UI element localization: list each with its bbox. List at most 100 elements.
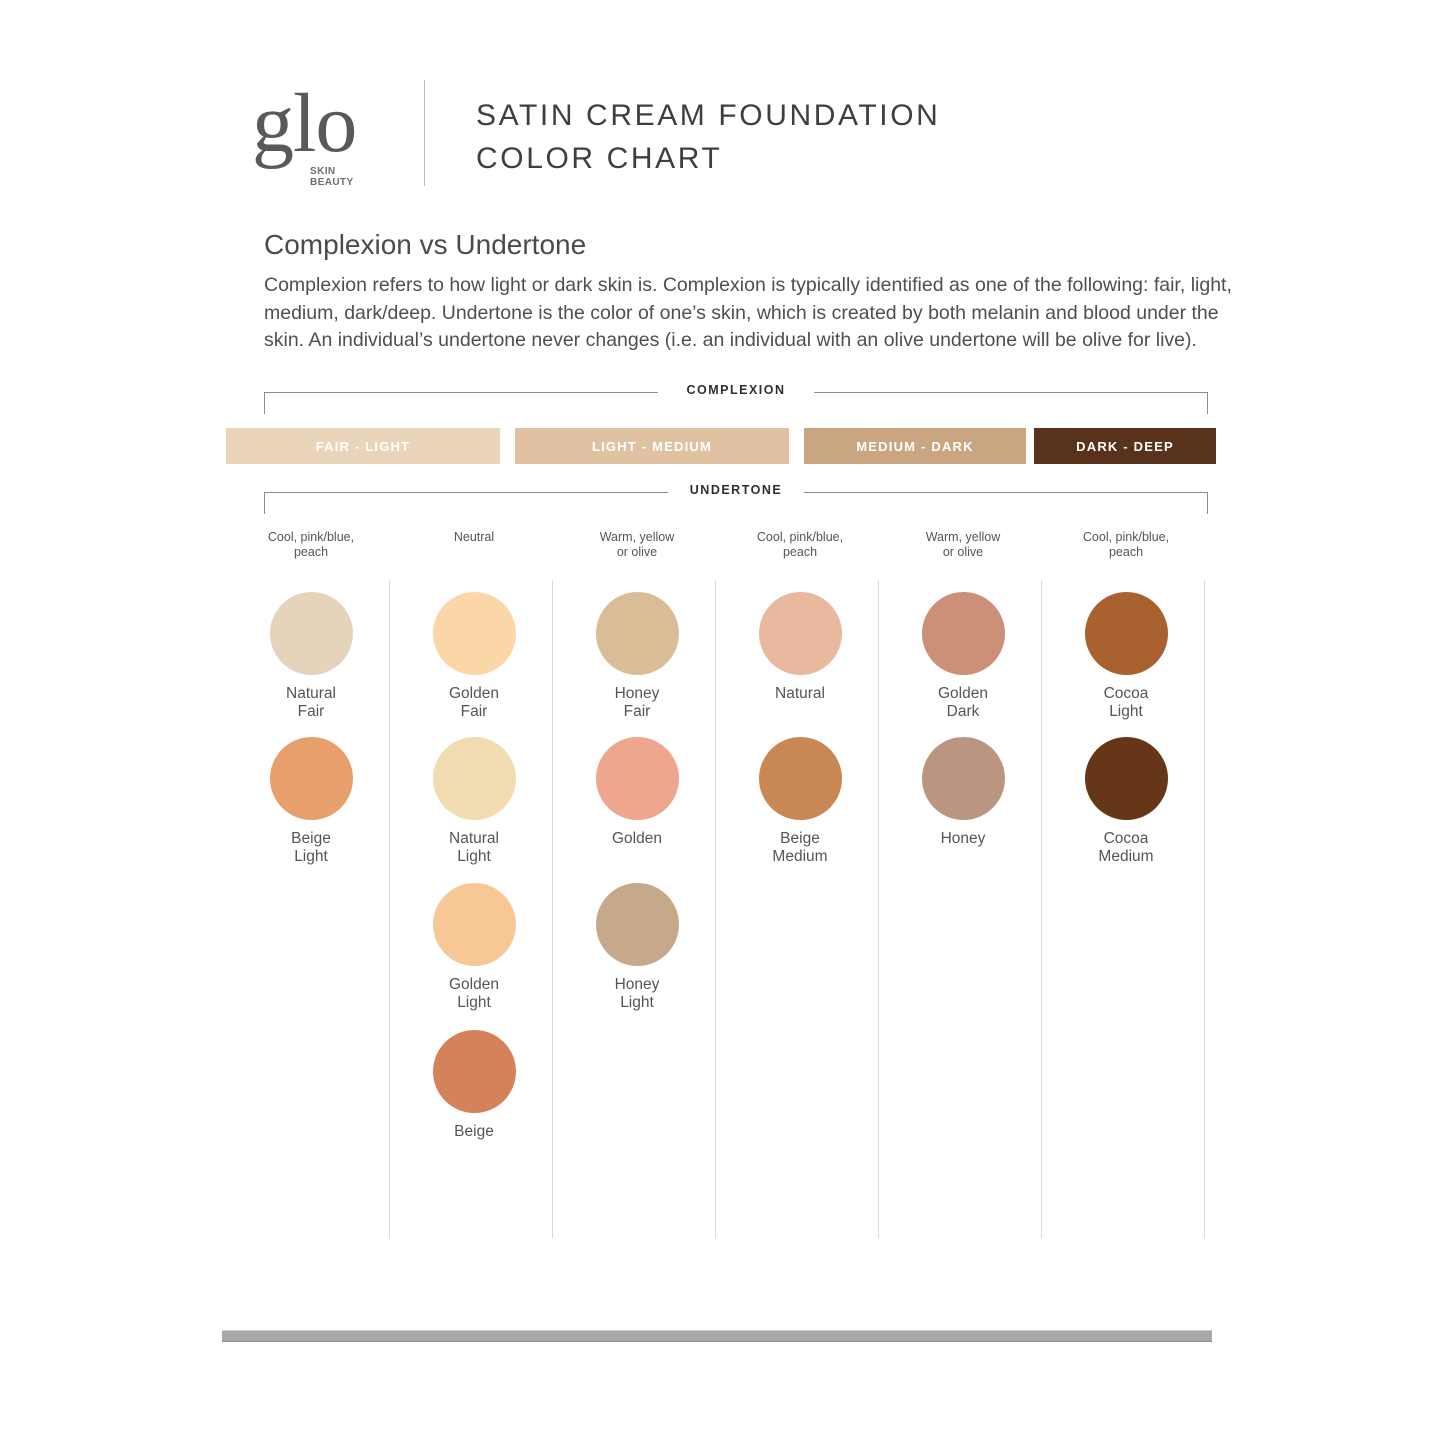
complexion-bracket-right-tick xyxy=(1207,392,1208,414)
swatch-dot[interactable] xyxy=(1084,592,1168,675)
swatch-dot[interactable] xyxy=(758,737,842,820)
swatch-label-line: Cocoa xyxy=(1103,685,1149,702)
swatch-cell[interactable]: Golden Dark xyxy=(878,592,1048,721)
intro-section: Complexion vs Undertone Complexion refer… xyxy=(264,228,1256,355)
swatch-grid: Natural Fair Beige Light Golden Fair Natural Li… xyxy=(226,580,1216,1160)
swatch-label: Cocoa Light xyxy=(1041,685,1211,721)
undertone-header-line: Cool, pink/blue, xyxy=(267,530,355,544)
swatch-dot[interactable] xyxy=(432,1030,516,1113)
swatch-label: Honey xyxy=(878,830,1048,848)
swatch-label-line: Medium xyxy=(772,848,828,865)
complexion-bracket-line-right xyxy=(814,392,1208,393)
swatch-label: Beige xyxy=(389,1123,559,1141)
swatch-cell[interactable]: Natural xyxy=(715,592,885,703)
swatch-label-line: Honey xyxy=(940,830,986,847)
undertone-column-headers: Cool, pink/blue, peach Neutral Warm, yellow… xyxy=(226,530,1216,574)
swatch-label-line: Golden xyxy=(938,685,988,702)
undertone-header-3: Cool, pink/blue, peach xyxy=(715,530,885,560)
swatch-cell[interactable]: Cocoa Medium xyxy=(1041,737,1211,866)
column-dividers xyxy=(226,580,1216,1240)
swatch-dot[interactable] xyxy=(921,737,1005,820)
swatch-dot[interactable] xyxy=(1084,737,1168,820)
undertone-header-line: peach xyxy=(1108,545,1144,559)
undertone-header-0: Cool, pink/blue, peach xyxy=(226,530,396,560)
undertone-header-line: Cool, pink/blue, xyxy=(1082,530,1170,544)
swatch-label-line: Light xyxy=(294,848,328,865)
swatch-dot[interactable] xyxy=(595,592,679,675)
swatch-label: Golden Fair xyxy=(389,685,559,721)
swatch-label-line: Honey xyxy=(614,685,660,702)
undertone-bracket: UNDERTONE xyxy=(264,483,1208,514)
swatch-label-line: Honey xyxy=(614,976,660,993)
footer-bar xyxy=(222,1330,1212,1342)
swatch-label-line: Beige xyxy=(780,830,820,847)
swatch-dot[interactable] xyxy=(269,592,353,675)
swatch-label: Golden Dark xyxy=(878,685,1048,721)
complexion-band-label: MEDIUM - DARK xyxy=(856,438,974,454)
swatch-label: Beige Light xyxy=(226,830,396,866)
swatch-cell[interactable]: Golden xyxy=(552,737,722,848)
swatch-cell[interactable]: Golden Light xyxy=(389,883,559,1012)
swatch-dot[interactable] xyxy=(595,883,679,966)
swatch-dot[interactable] xyxy=(595,737,679,820)
swatch-label-line: Golden xyxy=(449,685,499,702)
undertone-header-1: Neutral xyxy=(389,530,559,545)
swatch-cell[interactable]: Natural Light xyxy=(389,737,559,866)
column-divider-4 xyxy=(1041,580,1042,1238)
brand-logo-tagline-line2: BEAUTY xyxy=(310,177,354,188)
swatch-cell[interactable]: Beige Medium xyxy=(715,737,885,866)
swatch-dot[interactable] xyxy=(921,592,1005,675)
undertone-header-4: Warm, yellow or olive xyxy=(878,530,1048,560)
swatch-label-line: Medium xyxy=(1098,848,1154,865)
swatch-cell[interactable]: Beige xyxy=(389,1030,559,1141)
page-header: glo SKIN BEAUTY SATIN CREAM FOUNDATION C… xyxy=(248,78,1008,190)
swatch-label: Honey Fair xyxy=(552,685,722,721)
header-divider xyxy=(424,80,425,186)
undertone-header-line: Cool, pink/blue, xyxy=(756,530,844,544)
swatch-cell[interactable]: Honey xyxy=(878,737,1048,848)
swatch-label: Natural Light xyxy=(389,830,559,866)
swatch-cell[interactable]: Honey Light xyxy=(552,883,722,1012)
undertone-header-line: peach xyxy=(782,545,818,559)
brand-logo-tagline: SKIN BEAUTY xyxy=(310,166,354,188)
swatch-dot[interactable] xyxy=(432,737,516,820)
swatch-cell[interactable]: Golden Fair xyxy=(389,592,559,721)
swatch-dot[interactable] xyxy=(432,592,516,675)
swatch-label-line: Dark xyxy=(946,703,980,720)
page-title-line1: SATIN CREAM FOUNDATION xyxy=(476,99,941,132)
swatch-cell[interactable]: Beige Light xyxy=(226,737,396,866)
swatch-cell[interactable]: Honey Fair xyxy=(552,592,722,721)
swatch-label: Honey Light xyxy=(552,976,722,1012)
swatch-dot[interactable] xyxy=(758,592,842,675)
swatch-label-line: Natural xyxy=(449,830,499,847)
column-divider-3 xyxy=(878,580,879,1238)
swatch-label-line: Fair xyxy=(460,703,488,720)
column-divider-5 xyxy=(1204,580,1205,1238)
undertone-bracket-right-tick xyxy=(1207,492,1208,514)
complexion-bands: FAIR - LIGHT LIGHT - MEDIUM MEDIUM - DARK D… xyxy=(226,428,1216,464)
swatch-dot[interactable] xyxy=(432,883,516,966)
swatch-label-line: Cocoa xyxy=(1103,830,1149,847)
column-divider-0 xyxy=(389,580,390,1238)
swatch-label-line: Light xyxy=(620,994,654,1011)
undertone-header-line: Neutral xyxy=(453,530,495,544)
complexion-bracket-label: COMPLEXION xyxy=(658,383,814,397)
complexion-bracket-left-tick xyxy=(264,392,265,414)
swatch-label-line: Light xyxy=(457,848,491,865)
swatch-label: Natural Fair xyxy=(226,685,396,721)
swatch-cell[interactable]: Natural Fair xyxy=(226,592,396,721)
complexion-band-label: LIGHT - MEDIUM xyxy=(591,438,713,454)
swatch-label-line: Natural xyxy=(775,685,825,702)
undertone-bracket-line-left xyxy=(264,492,668,493)
page-title: SATIN CREAM FOUNDATION COLOR CHART xyxy=(476,94,940,180)
swatch-label-line: Beige xyxy=(454,1123,494,1140)
complexion-band-label: FAIR - LIGHT xyxy=(315,438,411,454)
undertone-header-line: or olive xyxy=(942,545,984,559)
swatch-label-line: Light xyxy=(457,994,491,1011)
intro-heading: Complexion vs Undertone xyxy=(264,229,587,260)
swatch-cell[interactable]: Cocoa Light xyxy=(1041,592,1211,721)
swatch-dot[interactable] xyxy=(269,737,353,820)
intro-body: Complexion refers to how light or dark s… xyxy=(264,274,1232,351)
brand-logo-wordmark: glo xyxy=(252,77,357,170)
